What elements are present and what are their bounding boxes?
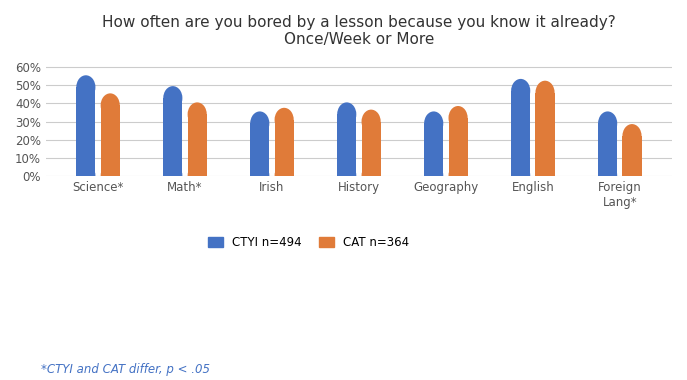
Bar (250, 124, 269, 176)
Ellipse shape (250, 111, 269, 135)
Ellipse shape (424, 164, 443, 188)
Bar (424, 124, 443, 176)
Bar (275, 120, 294, 176)
Bar (535, 93, 554, 176)
Ellipse shape (622, 124, 642, 148)
Ellipse shape (598, 164, 617, 188)
Title: How often are you bored by a lesson because you know it already?
Once/Week or Mo: How often are you bored by a lesson beca… (102, 15, 616, 48)
Ellipse shape (76, 75, 95, 99)
Ellipse shape (250, 164, 269, 188)
Ellipse shape (101, 164, 120, 188)
Ellipse shape (188, 102, 207, 126)
Ellipse shape (361, 109, 381, 133)
Ellipse shape (275, 108, 294, 131)
Bar (164, 98, 182, 176)
Ellipse shape (164, 86, 182, 110)
Ellipse shape (337, 164, 357, 188)
Bar (511, 91, 530, 176)
Ellipse shape (622, 164, 642, 188)
Bar (361, 122, 381, 176)
Bar (622, 136, 642, 176)
Bar (101, 105, 120, 176)
Bar (76, 87, 95, 176)
Ellipse shape (511, 164, 530, 188)
Ellipse shape (511, 79, 530, 103)
Ellipse shape (164, 164, 182, 188)
Ellipse shape (449, 106, 468, 130)
Bar (598, 124, 617, 176)
Ellipse shape (535, 81, 554, 105)
Text: *CTYI and CAT differ, p < .05: *CTYI and CAT differ, p < .05 (41, 363, 210, 376)
Ellipse shape (188, 164, 207, 188)
Ellipse shape (101, 93, 120, 117)
Ellipse shape (598, 111, 617, 135)
Ellipse shape (76, 164, 95, 188)
Bar (449, 118, 468, 176)
Ellipse shape (449, 164, 468, 188)
Bar (188, 114, 207, 176)
Ellipse shape (535, 164, 554, 188)
Ellipse shape (275, 164, 294, 188)
Bar (337, 114, 357, 176)
Ellipse shape (337, 102, 357, 126)
Ellipse shape (361, 164, 381, 188)
Ellipse shape (424, 111, 443, 135)
Legend: CTYI n=494, CAT n=364: CTYI n=494, CAT n=364 (204, 231, 414, 253)
